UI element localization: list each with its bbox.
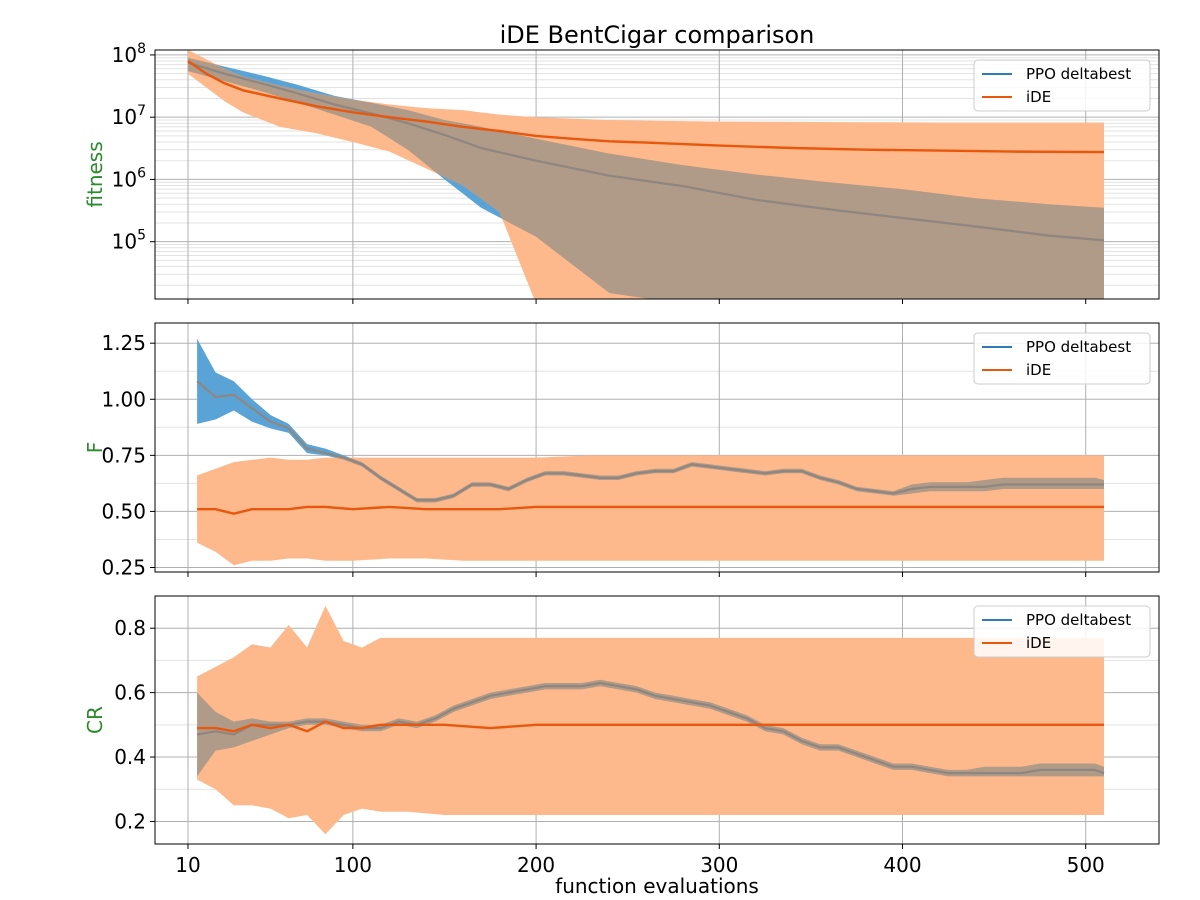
x-tick-label: 10 bbox=[175, 853, 200, 877]
x-tick-label: 300 bbox=[700, 853, 738, 877]
ide-band bbox=[197, 605, 1105, 835]
legend-box bbox=[973, 605, 1151, 658]
y-tick-label: 1.00 bbox=[101, 387, 146, 411]
fitness-plot-area bbox=[187, 50, 1105, 299]
ide-line bbox=[197, 720, 1104, 733]
y-tick-label: 0.6 bbox=[114, 681, 146, 705]
ide-line bbox=[197, 505, 1104, 515]
CR-ticks: 0.2 0.4 0.6 0.8 10 100 200 300 400 500 bbox=[114, 616, 1105, 877]
fitness-ticks: 105 106 107 108 bbox=[112, 41, 1087, 304]
x-tick-label: 200 bbox=[517, 853, 555, 877]
ide-legend-label: iDE bbox=[1026, 634, 1051, 652]
panel-F: 0.25 0.50 0.75 1.00 1.25 F PPO deltabest iDE bbox=[83, 322, 1160, 580]
ide-band bbox=[197, 455, 1105, 566]
CR-axes-frame bbox=[154, 595, 1160, 845]
y-tick-label: 0.75 bbox=[101, 443, 146, 467]
y-tick-label: 106 bbox=[112, 165, 146, 191]
x-tick-label: 100 bbox=[334, 853, 372, 877]
y-tick-label: 0.25 bbox=[101, 556, 146, 580]
CR-y-axis-label: CR bbox=[83, 706, 107, 734]
legend-box bbox=[973, 332, 1151, 385]
y-tick-label: 105 bbox=[112, 228, 146, 254]
panel-CR: 0.2 0.4 0.6 0.8 10 100 200 300 400 500 CR PPO delta… bbox=[83, 595, 1160, 877]
y-tick-label: 0.50 bbox=[101, 499, 146, 523]
F-y-axis-label: F bbox=[83, 442, 107, 454]
band-overlap bbox=[188, 57, 1104, 299]
ppo-deltabest-line bbox=[196, 380, 1104, 502]
fitness-legend: PPO deltabest iDE bbox=[973, 59, 1151, 112]
legend-box bbox=[973, 59, 1151, 112]
ide-line bbox=[187, 60, 1105, 154]
F-axes-frame bbox=[154, 322, 1160, 573]
F-ticks: 0.25 0.50 0.75 1.00 1.25 bbox=[101, 331, 1087, 580]
ppo-deltabest-legend-label: PPO deltabest bbox=[1026, 338, 1131, 356]
figure-title: iDE BentCigar comparison bbox=[500, 21, 815, 49]
F-plot-area bbox=[196, 338, 1105, 566]
ppo-deltabest-line bbox=[187, 61, 1105, 242]
x-tick-label: 400 bbox=[883, 853, 921, 877]
ppo-deltabest-legend-label: PPO deltabest bbox=[1026, 611, 1131, 629]
y-tick-label: 108 bbox=[112, 41, 146, 67]
x-tick-label: 500 bbox=[1067, 853, 1105, 877]
panel-fitness: 105 106 107 108 fitness PPO deltabest iDE bbox=[83, 41, 1160, 304]
F-legend: PPO deltabest iDE bbox=[973, 332, 1151, 385]
ppo-deltabest-line bbox=[196, 681, 1105, 775]
y-tick-label: 107 bbox=[112, 103, 146, 129]
x-axis-label: function evaluations bbox=[555, 874, 759, 898]
y-tick-label: 0.4 bbox=[114, 745, 146, 769]
ppo-deltabest-legend-label: PPO deltabest bbox=[1026, 65, 1131, 83]
fitness-axes-frame bbox=[154, 49, 1160, 300]
y-tick-label: 1.25 bbox=[101, 331, 146, 355]
y-tick-label: 0.2 bbox=[114, 809, 146, 833]
fitness-y-axis-label: fitness bbox=[83, 141, 107, 207]
CR-plot-area bbox=[196, 605, 1105, 835]
y-tick-label: 0.8 bbox=[114, 616, 146, 640]
ide-legend-label: iDE bbox=[1026, 88, 1051, 106]
ide-legend-label: iDE bbox=[1026, 361, 1051, 379]
CR-legend: PPO deltabest iDE bbox=[973, 605, 1151, 658]
